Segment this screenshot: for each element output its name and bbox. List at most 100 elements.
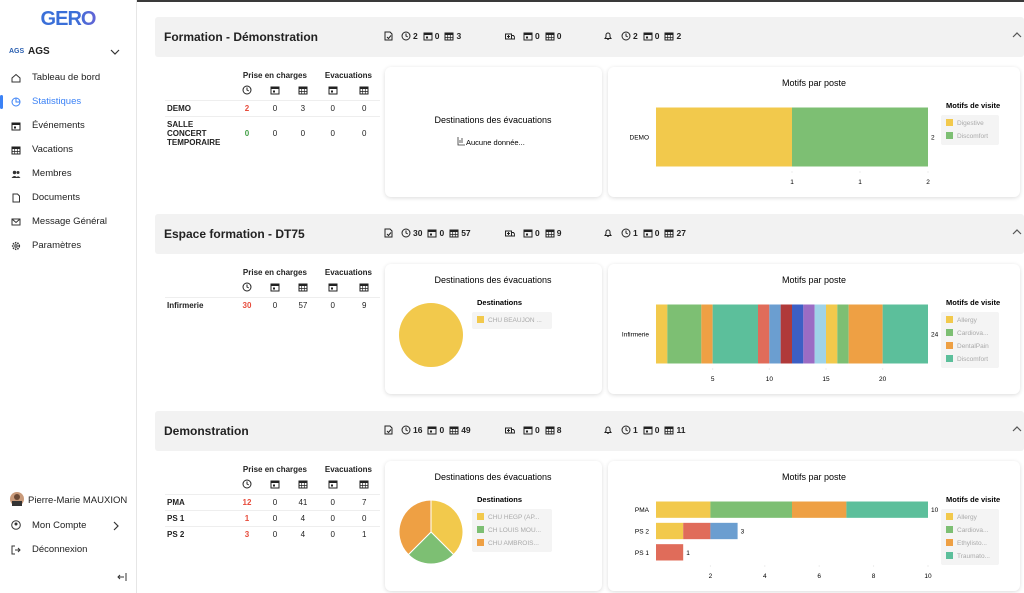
nav-item[interactable]: Documents xyxy=(32,192,81,203)
bar-segment xyxy=(656,544,684,561)
org-chevron[interactable] xyxy=(110,48,120,56)
main: Formation - Démonstration 2 0 3 0 0 2 0 2 Prise e… xyxy=(137,0,1024,593)
bar-segment xyxy=(656,107,792,167)
cal-icon xyxy=(523,426,533,435)
stat-item: 0 xyxy=(643,31,659,41)
clock-icon xyxy=(401,228,411,238)
account-link[interactable]: Mon Compte xyxy=(32,520,87,531)
panel-header[interactable]: Espace formation - DT75 30 0 57 0 9 1 0 27 xyxy=(155,214,1024,254)
table-header: Evacuations xyxy=(324,71,373,80)
collapse-chevron[interactable] xyxy=(1012,425,1022,433)
gear-icon xyxy=(11,241,21,251)
bar-segment xyxy=(710,501,792,518)
stat-value: 16 xyxy=(413,425,423,435)
pie-slice xyxy=(398,499,432,556)
table-cell: 0 xyxy=(316,526,349,542)
nav-item[interactable]: Membres xyxy=(32,168,72,179)
legend-swatch xyxy=(477,539,484,546)
x-tick-label: 1 xyxy=(790,179,794,186)
grid-icon xyxy=(545,32,555,41)
card-title: Motifs par poste xyxy=(782,78,846,88)
table-icon-cell xyxy=(317,476,349,495)
table-cell: 0 xyxy=(233,116,261,150)
icon-shape xyxy=(384,228,393,238)
panel-title: Formation - Démonstration xyxy=(164,30,319,44)
table-header-blank xyxy=(165,266,233,279)
icon-shape xyxy=(330,484,333,487)
bar-segment xyxy=(780,304,792,364)
table-row: PMA 12 0 41 0 7 xyxy=(165,494,380,511)
stat-group: 1 0 27 xyxy=(603,228,686,238)
icon-shape xyxy=(524,230,532,232)
nav-item[interactable]: Vacations xyxy=(32,144,74,155)
icon-shape xyxy=(11,218,21,226)
panel-header[interactable]: Demonstration 16 0 49 0 8 1 0 11 xyxy=(155,411,1024,451)
icon-shape xyxy=(270,481,279,483)
stat-value: 0 xyxy=(535,228,540,238)
legend-swatch xyxy=(946,316,953,323)
table-cell: 0 xyxy=(316,297,349,313)
icon-shape xyxy=(272,287,275,290)
table-header: Evacuations xyxy=(324,465,373,474)
icon-shape xyxy=(270,87,279,89)
legend-label: Traumato... xyxy=(957,553,990,560)
x-tick-label: 4 xyxy=(763,573,767,580)
nav-item[interactable]: Événements xyxy=(32,120,85,131)
table-icon-cell xyxy=(261,279,289,298)
legend-label: Discomfort xyxy=(957,356,988,363)
legend-title: Destinations xyxy=(477,495,522,504)
stats-panel: Formation - Démonstration 2 0 3 0 0 2 0 2 Prise e… xyxy=(155,17,1024,203)
table-cell: 7 xyxy=(348,494,380,511)
nav-item[interactable]: Statistiques xyxy=(32,96,82,107)
grid-icon xyxy=(444,32,454,41)
logout-link[interactable]: Déconnexion xyxy=(32,544,88,555)
icon-shape xyxy=(505,33,515,40)
table-header: Evacuations xyxy=(324,268,373,277)
cal-icon xyxy=(328,480,338,489)
legend-label: CHU HEGP (AP... xyxy=(488,514,540,521)
stat-group: 2 0 3 xyxy=(383,31,461,41)
collapse-button[interactable] xyxy=(117,573,127,581)
stat-value: 11 xyxy=(676,425,686,435)
org-name[interactable]: AGS xyxy=(28,46,50,57)
mail-icon xyxy=(11,218,21,226)
stats-table: Prise en charges Evacuations DEMO 2 0 3 0 0 SALL… xyxy=(165,69,380,150)
legend-swatch xyxy=(477,526,484,533)
legend-swatch xyxy=(477,316,484,323)
panel-header[interactable]: Formation - Démonstration 2 0 3 0 0 2 0 2 xyxy=(155,17,1024,57)
destinations-card: Destinations des évacuations Destinations… xyxy=(385,461,602,591)
table-cell: 30 xyxy=(233,297,261,313)
destinations-chart: Destinations des évacuations Aucune donné… xyxy=(434,115,552,147)
grid-icon xyxy=(11,146,21,155)
nav-item[interactable]: Tableau de bord xyxy=(32,72,101,83)
collapse-chevron[interactable] xyxy=(1012,228,1022,236)
table-row: DEMO 2 0 3 0 0 xyxy=(165,100,380,117)
icon-shape xyxy=(360,286,369,291)
icon-shape xyxy=(604,229,612,237)
collapse-chevron[interactable] xyxy=(1012,31,1022,39)
icon-shape xyxy=(621,228,631,238)
icon-shape xyxy=(423,33,432,35)
clock-icon xyxy=(621,228,631,238)
sidebar: GERO AGS AGS Tableau de bord Statistiques… xyxy=(0,0,137,593)
account-icon xyxy=(11,520,21,530)
chevron-shape xyxy=(1012,229,1022,235)
icon-shape xyxy=(405,427,409,432)
table-icon-cell xyxy=(289,82,317,101)
table-icon-cell xyxy=(261,476,289,495)
bar-segment xyxy=(701,304,713,364)
icon-shape xyxy=(360,284,369,286)
legend-label: CH LOUIS MOU... xyxy=(488,527,541,534)
nav-item[interactable]: Message Général xyxy=(32,216,107,227)
clock-icon xyxy=(401,31,411,41)
table-cell: 0 xyxy=(316,510,349,527)
table-cell: 2 xyxy=(233,100,261,117)
icon-shape xyxy=(625,33,629,38)
nav-item[interactable]: Paramètres xyxy=(32,240,82,251)
icon-shape xyxy=(12,123,20,125)
icon-shape xyxy=(12,170,17,175)
user-name: Pierre-Marie MAUXION xyxy=(28,495,128,506)
